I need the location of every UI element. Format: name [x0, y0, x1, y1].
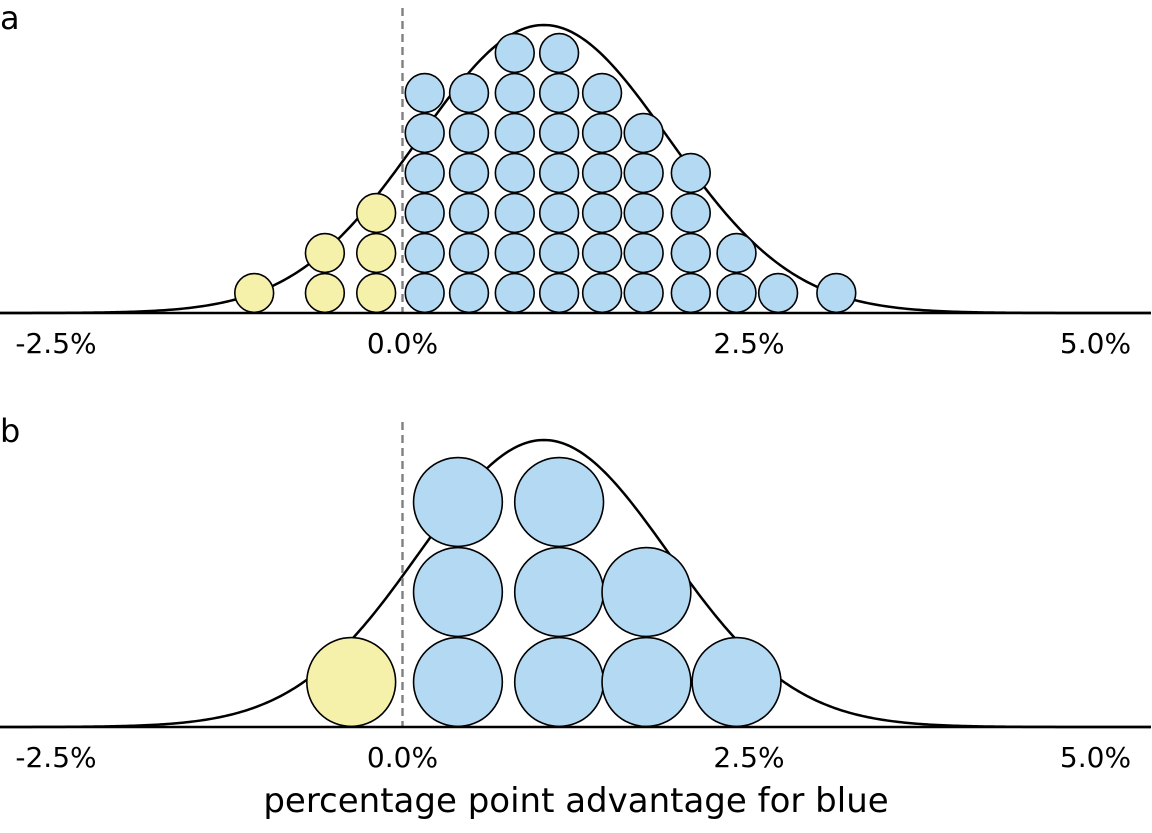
panel-b-density-curve — [0, 438, 1151, 729]
panel-b-dot-4-0 — [691, 636, 782, 728]
panel-a-dot-5-0 — [494, 272, 535, 314]
panel-a-dot-6-4 — [538, 112, 580, 154]
panel-b-x-tick-label: 2.5% — [713, 741, 784, 774]
panel-b-dot-3-0 — [601, 636, 692, 728]
x-axis-title: percentage point advantage for blue — [263, 781, 888, 821]
panel-a-dot-3-5 — [404, 72, 445, 114]
panel-a-x-tick-label: 0.0% — [367, 327, 438, 360]
panel-a-dot-8-1 — [623, 232, 664, 274]
panel-a-dot-7-5 — [581, 72, 623, 114]
panel-a-dot-2-0 — [355, 272, 397, 314]
panel-b-dot-0-0 — [306, 636, 397, 728]
panel-a-density-curve — [0, 23, 1151, 315]
panel-a-dot-7-3 — [581, 152, 623, 194]
panel-a-dot-5-2 — [494, 192, 535, 234]
panel-a-dot-5-4 — [494, 112, 535, 154]
panel-a-dot-8-2 — [623, 192, 664, 234]
panel-a-x-tick-label: 2.5% — [713, 327, 784, 360]
panel-a-dot-1-1 — [304, 232, 346, 274]
panel-a-dot-0-0 — [234, 272, 275, 314]
panel-a-dot-1-0 — [304, 272, 346, 314]
panel-b-x-tick-label: 5.0% — [1060, 741, 1131, 774]
panel-a: a -2.5% 0.0% 2.5% 5.0% — [0, 0, 1151, 360]
panel-a-dot-5-5 — [494, 72, 535, 114]
panel-b-label: b — [0, 412, 20, 450]
panel-a-dot-4-1 — [448, 232, 490, 274]
panel-a-dot-10-1 — [716, 232, 757, 274]
panel-b-dot-1-2 — [412, 456, 504, 548]
panel-a-dot-10-0 — [716, 272, 757, 314]
panel-b-dot-3-1 — [601, 546, 692, 638]
panel-b-dot-2-2 — [513, 456, 605, 548]
panel-a-dot-3-2 — [404, 192, 445, 234]
panel-a-dot-6-3 — [538, 152, 580, 194]
panel-a-dot-8-0 — [623, 272, 664, 314]
panel-a-dot-6-2 — [538, 192, 580, 234]
panel-a-dot-6-5 — [538, 72, 580, 114]
panel-a-dot-3-0 — [404, 272, 445, 314]
panel-b-x-tick-label: 0.0% — [367, 741, 438, 774]
panel-b-dot-1-0 — [412, 636, 504, 728]
panel-a-dot-6-0 — [538, 272, 580, 314]
panel-a-dot-3-1 — [404, 232, 445, 274]
panel-a-dot-6-1 — [538, 232, 580, 274]
panel-a-dot-11-0 — [757, 272, 799, 314]
panel-b-x-tick-label: -2.5% — [15, 741, 96, 774]
panel-a-dot-9-2 — [670, 192, 711, 234]
panel-b-dot-2-1 — [513, 546, 605, 638]
panel-a-dot-7-1 — [581, 232, 623, 274]
panel-a-dot-2-1 — [355, 232, 397, 274]
panel-b-dot-1-1 — [412, 546, 504, 638]
panel-a-dot-6-6 — [538, 32, 580, 74]
panel-a-dot-12-0 — [816, 272, 857, 314]
panel-a-dot-5-3 — [494, 152, 535, 194]
panel-a-x-tick-label: -2.5% — [15, 327, 96, 360]
panel-a-dot-4-5 — [448, 72, 490, 114]
panel-a-dot-8-4 — [623, 112, 664, 154]
panel-a-dot-3-3 — [404, 152, 445, 194]
panel-a-dot-4-4 — [448, 112, 490, 154]
panel-a-dot-9-1 — [670, 232, 711, 274]
panel-a-dot-3-4 — [404, 112, 445, 154]
panel-a-dot-7-4 — [581, 112, 623, 154]
panel-b: b -2.5% 0.0% 2.5% 5.0% — [0, 412, 1151, 774]
panel-a-dot-9-3 — [670, 152, 711, 194]
panel-b-dot-2-0 — [513, 636, 605, 728]
panel-a-label: a — [0, 0, 20, 37]
panel-a-x-tick-label: 5.0% — [1060, 327, 1131, 360]
panel-a-dot-5-6 — [494, 32, 535, 74]
panel-a-dot-5-1 — [494, 232, 535, 274]
panel-a-dot-4-3 — [448, 152, 490, 194]
panel-a-dot-2-2 — [355, 192, 397, 234]
panel-a-dot-9-0 — [670, 272, 711, 314]
panel-a-dot-8-3 — [623, 152, 664, 194]
panel-a-dot-4-2 — [448, 192, 490, 234]
panel-a-dot-4-0 — [448, 272, 490, 314]
panel-a-dot-7-0 — [581, 272, 623, 314]
panel-a-dot-7-2 — [581, 192, 623, 234]
